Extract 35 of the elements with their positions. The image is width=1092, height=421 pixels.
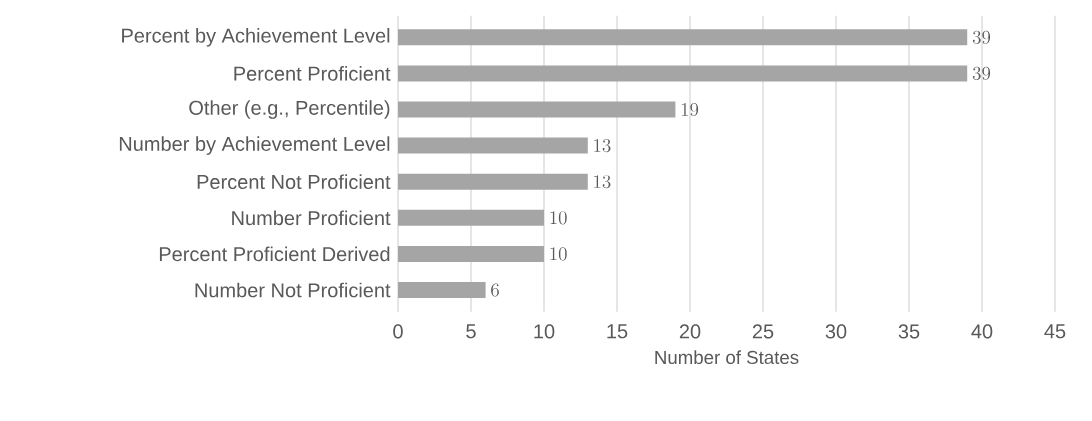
y-tick-label: Number Not Proficient	[195, 282, 391, 298]
data-label: 10	[550, 247, 567, 261]
bar	[398, 209, 544, 226]
y-tick-label: Percent Proficient Derived	[159, 246, 390, 262]
y-tick-label: Percent by Achievement Level	[122, 28, 390, 47]
y-tick-label: Percent Proficient	[234, 66, 391, 81]
x-tick-label: 10	[534, 324, 555, 339]
data-label: 6	[491, 283, 499, 297]
y-tick-label: Percent Not Proficient	[197, 174, 391, 190]
x-tick-label: 45	[1044, 324, 1066, 339]
x-axis-title: Number of States	[655, 350, 799, 365]
x-tick-label: 35	[898, 324, 920, 339]
bar	[398, 65, 968, 82]
bar	[398, 245, 544, 262]
data-label: 10	[550, 211, 567, 225]
bar	[398, 137, 588, 154]
bar	[398, 29, 968, 46]
data-label: 19	[681, 102, 699, 117]
bar	[398, 282, 486, 298]
x-tick-label: 20	[679, 324, 701, 339]
bar	[398, 173, 588, 190]
data-label: 13	[594, 175, 611, 189]
x-tick-label: 15	[607, 324, 628, 339]
y-tick-label: Other (e.g., Percentile)	[189, 100, 390, 119]
bar	[398, 101, 676, 118]
x-tick-label: 5	[466, 324, 476, 339]
x-tick-label: 0	[393, 324, 403, 339]
data-label: 39	[972, 66, 991, 81]
x-tick-label: 30	[825, 324, 847, 339]
y-tick-label: Number by Achievement Level	[119, 136, 390, 155]
x-tick-label: 25	[752, 324, 774, 339]
data-label: 13	[594, 139, 611, 153]
x-tick-label: 40	[971, 324, 993, 339]
y-tick-label: Number Proficient	[232, 210, 391, 226]
data-label: 39	[972, 30, 991, 44]
